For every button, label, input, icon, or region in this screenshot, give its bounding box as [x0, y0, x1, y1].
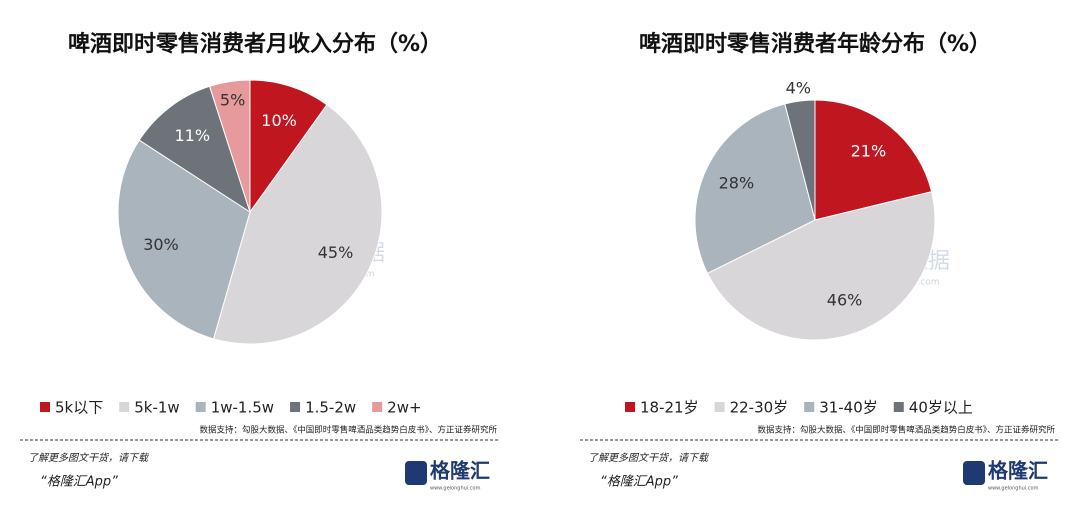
data-label: 11%: [174, 126, 210, 145]
legend-swatch: [893, 402, 904, 412]
legend-label: 5k以下: [55, 399, 103, 417]
pie-slice: [212, 104, 383, 345]
data-label: 28%: [719, 174, 755, 193]
legend-label: 22-30岁: [730, 399, 789, 417]
legend-swatch: [195, 402, 206, 412]
data-label: 5%: [220, 91, 245, 110]
data-label: 10%: [261, 111, 297, 130]
pie-slice: [694, 103, 816, 274]
logo-text: 格隆汇: [430, 459, 490, 483]
footer-app: “格隆汇App”: [40, 475, 118, 490]
logo-url: www.gelonghui.com: [988, 486, 1039, 492]
legend-swatch: [40, 402, 50, 412]
legend-swatch: [372, 402, 383, 412]
footer-note: 了解更多图文干货，请下载: [28, 452, 150, 464]
pie-slice: [138, 85, 251, 214]
logo-icon: [963, 461, 985, 485]
legend-swatch: [290, 402, 301, 412]
legend-label: 2w+: [387, 399, 421, 417]
chart-title: 啤酒即时零售消费者月收入分布（%）: [68, 31, 442, 57]
data-label: 4%: [786, 79, 811, 98]
legend-label: 31-40岁: [819, 399, 878, 417]
data-label: 45%: [318, 243, 354, 262]
logo-icon: [405, 461, 427, 485]
legend-label: 1w-1.5w: [211, 399, 274, 417]
source-note: 数据支持：勾股大数据、《中国即时零售啤酒品类趋势白皮书》、方正证券研究所: [757, 425, 1055, 436]
legend-label: 5k-1w: [134, 399, 179, 417]
pie-slice: [208, 79, 251, 213]
chart-title: 啤酒即时零售消费者年龄分布（%）: [639, 31, 991, 57]
legend-swatch: [625, 402, 635, 412]
source-note: 数据支持：勾股大数据、《中国即时零售啤酒品类趋势白皮书》、方正证券研究所: [199, 425, 497, 436]
footer-note: 了解更多图文干货，请下载: [588, 452, 710, 464]
data-label: 21%: [851, 142, 887, 161]
pie-slice: [249, 79, 328, 214]
pie-slice: [814, 99, 933, 221]
footer-app: “格隆汇App”: [600, 475, 678, 490]
legend-label: 18-21岁: [640, 399, 699, 417]
legend-swatch: [714, 402, 725, 412]
pie-slice: [706, 191, 936, 341]
logo-url: www.gelonghui.com: [430, 486, 481, 492]
charts: 啤酒即时零售消费者月收入分布（%）格隆汇勾股大数据www.gogudata.co…: [40, 31, 1055, 436]
pie-slice: [784, 99, 816, 221]
logo: 格隆汇 www.gelonghui.com: [963, 459, 1048, 492]
data-label: 30%: [143, 235, 179, 254]
pie-slice: [117, 139, 251, 340]
legend-swatch: [804, 402, 815, 412]
legend-label: 40岁以上: [909, 399, 973, 417]
logo: 格隆汇 www.gelonghui.com: [405, 459, 490, 492]
legend-swatch: [119, 402, 130, 412]
data-label: 46%: [827, 291, 863, 310]
legend-label: 1.5-2w: [305, 399, 356, 417]
logo-text: 格隆汇: [988, 459, 1048, 483]
